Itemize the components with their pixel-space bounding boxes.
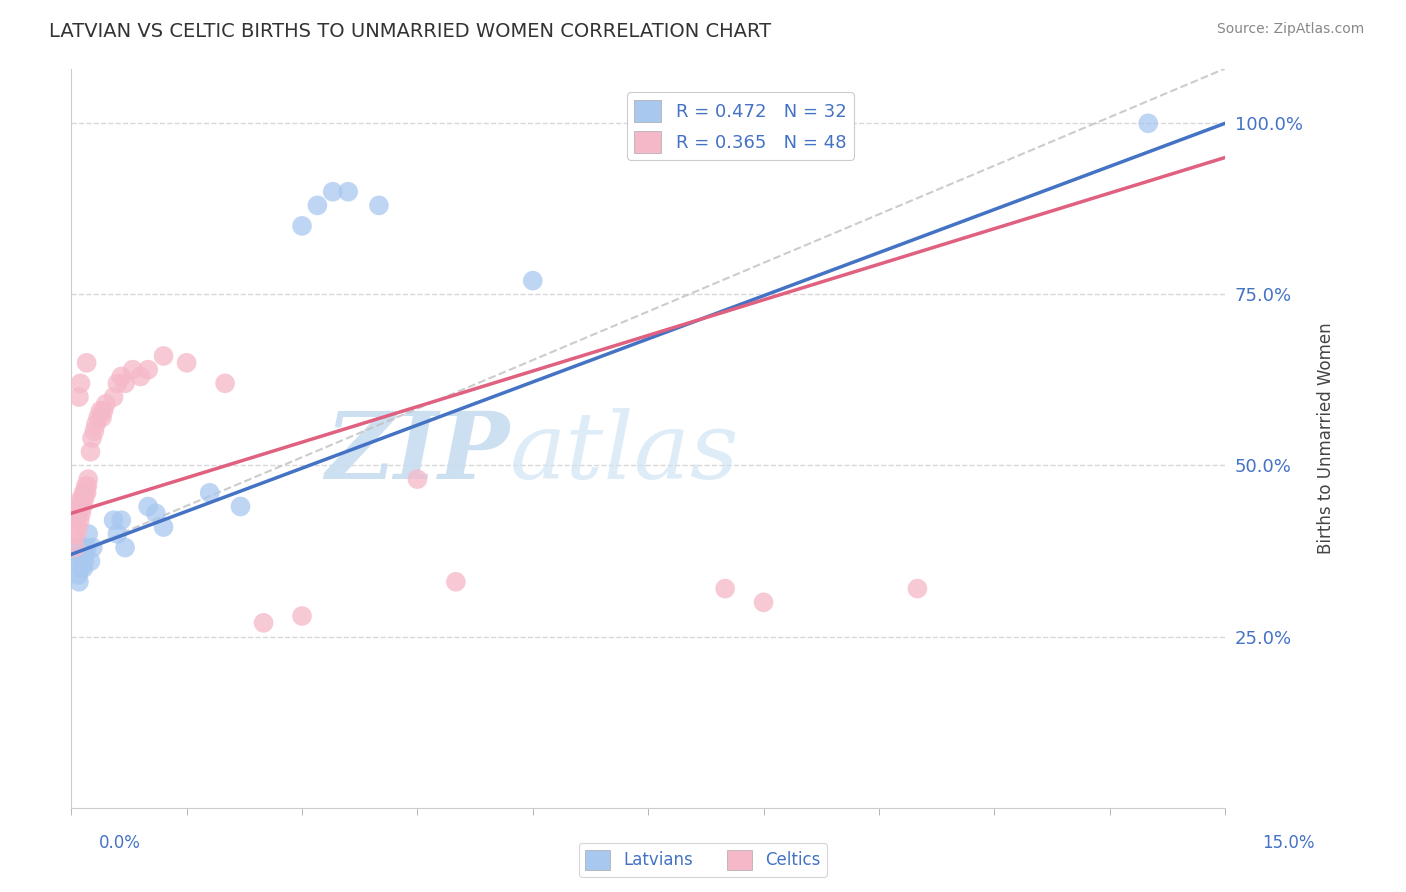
Point (67, 390, 90, 404)
Point (72, 500, 94, 514)
Y-axis label: Births to Unmarried Women: Births to Unmarried Women (1317, 322, 1334, 554)
Point (752, 595, 775, 609)
Point (714, 582, 737, 596)
Point (152, 520, 174, 534)
Point (1137, 116, 1160, 130)
Point (65, 527, 87, 541)
Point (214, 376, 236, 391)
Point (105, 527, 128, 541)
Point (252, 615, 274, 630)
Point (75, 485, 97, 500)
Point (93, 403, 115, 417)
Point (75, 548, 97, 562)
Point (87, 410, 110, 425)
Point (80, 431, 103, 445)
Point (76, 356, 98, 370)
Point (77, 527, 100, 541)
Point (406, 472, 429, 486)
Point (83, 424, 105, 438)
Text: 15.0%: 15.0% (1263, 834, 1315, 852)
Point (136, 500, 159, 514)
Text: atlas: atlas (510, 408, 740, 498)
Point (291, 609, 314, 624)
Point (63, 541, 86, 555)
Point (136, 362, 159, 376)
Point (110, 369, 132, 384)
Point (69, 513, 91, 527)
Point (67, 548, 90, 562)
Point (82, 541, 104, 555)
Point (103, 513, 125, 527)
Point (152, 349, 174, 363)
Point (77, 472, 100, 486)
Point (103, 390, 125, 404)
Point (72, 548, 94, 562)
Point (121, 362, 143, 376)
Point (75, 479, 97, 493)
Text: Source: ZipAtlas.com: Source: ZipAtlas.com (1216, 22, 1364, 37)
Point (907, 582, 929, 596)
Point (67, 574, 90, 589)
Point (114, 541, 136, 555)
Point (145, 507, 167, 521)
Text: ZIP: ZIP (325, 408, 510, 498)
Point (675, 116, 697, 130)
Point (337, 185, 360, 199)
Point (368, 198, 391, 212)
Point (522, 274, 544, 288)
Point (79, 554, 101, 568)
Point (73, 492, 96, 507)
Point (72, 485, 94, 500)
Point (70, 507, 93, 521)
Text: 0.0%: 0.0% (98, 834, 141, 852)
Point (69, 492, 91, 507)
Point (76, 479, 98, 493)
Point (129, 369, 152, 384)
Point (67, 520, 90, 534)
Point (291, 219, 314, 233)
Legend: R = 0.472   N = 32, R = 0.365   N = 48: R = 0.472 N = 32, R = 0.365 N = 48 (627, 93, 853, 160)
Point (105, 376, 128, 391)
Point (307, 198, 329, 212)
Point (76, 485, 98, 500)
Point (444, 574, 467, 589)
Point (110, 513, 132, 527)
Point (114, 376, 136, 391)
Point (65, 513, 87, 527)
Point (229, 500, 252, 514)
Point (84, 417, 107, 432)
Point (67, 568, 90, 582)
Point (63, 541, 86, 555)
Point (89, 403, 111, 417)
Point (70, 492, 93, 507)
Point (72, 561, 94, 575)
Point (66, 507, 89, 521)
Point (73, 554, 96, 568)
Point (67, 500, 90, 514)
Point (70, 541, 93, 555)
Point (198, 485, 221, 500)
Point (176, 356, 198, 370)
Point (322, 185, 344, 199)
Point (66, 554, 89, 568)
Point (76, 541, 98, 555)
Text: LATVIAN VS CELTIC BIRTHS TO UNMARRIED WOMEN CORRELATION CHART: LATVIAN VS CELTIC BIRTHS TO UNMARRIED WO… (49, 22, 772, 41)
Point (91, 410, 114, 425)
Point (69, 561, 91, 575)
Legend: Latvians, Celtics: Latvians, Celtics (579, 843, 827, 877)
Point (79, 444, 101, 458)
Point (62, 527, 84, 541)
Point (69, 376, 91, 391)
Point (94, 397, 117, 411)
